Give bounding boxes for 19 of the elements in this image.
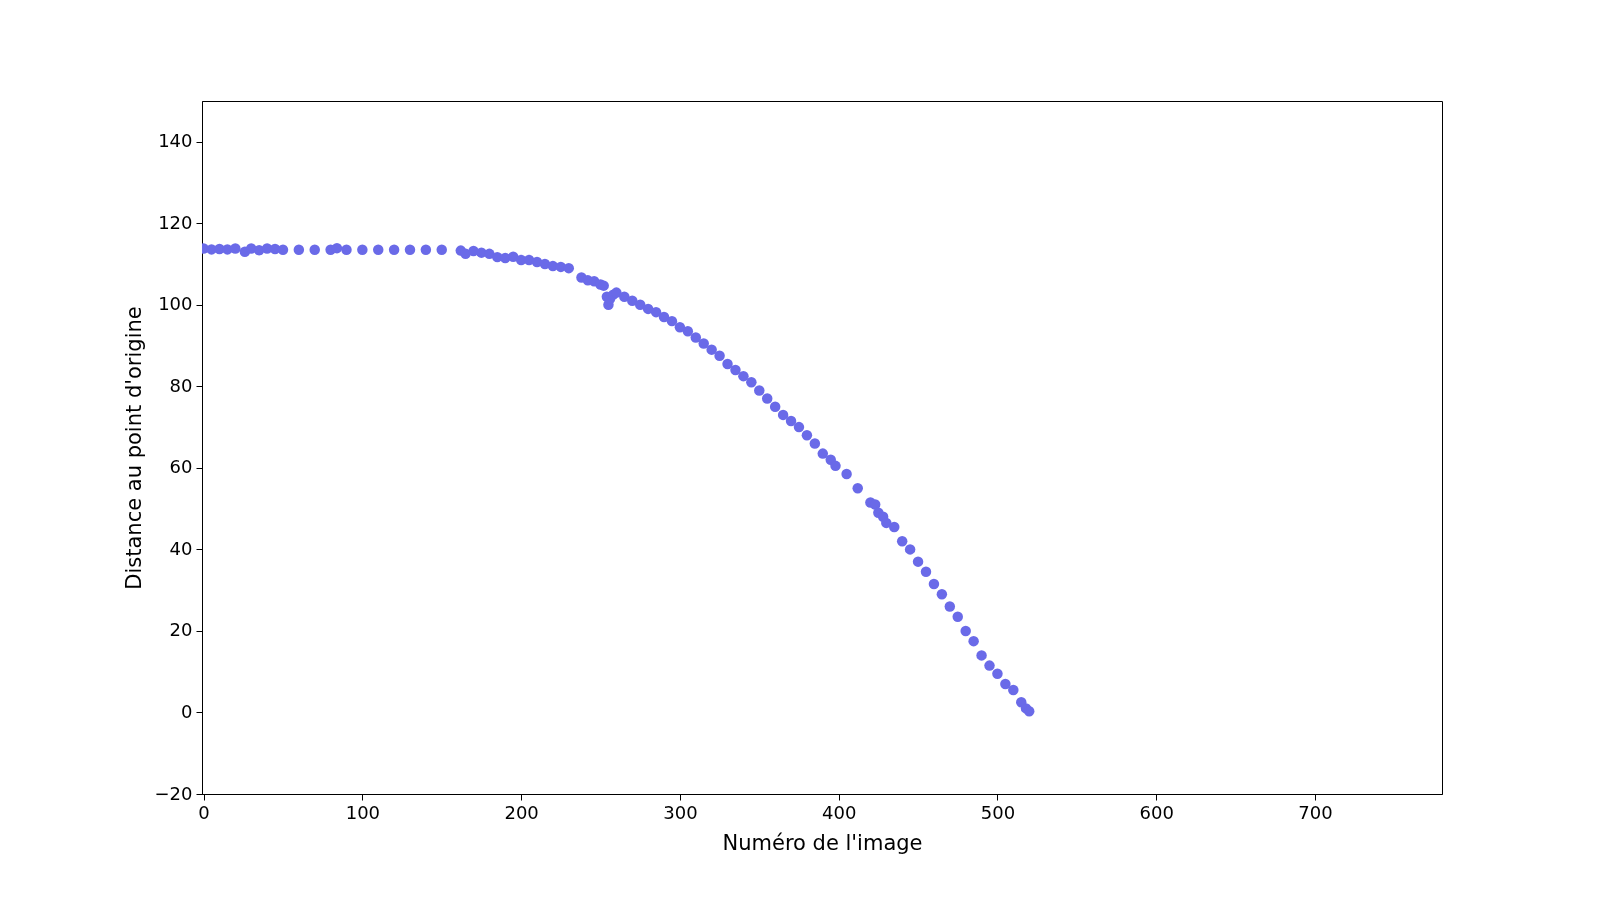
x-tick-label: 200 <box>504 801 539 823</box>
x-tick-label: 0 <box>198 801 210 823</box>
y-tick-label: 60 <box>169 456 193 478</box>
y-tick-label: 120 <box>158 211 193 233</box>
y-tick-label: 40 <box>169 537 193 559</box>
x-tick-label: 400 <box>821 801 857 823</box>
y-tick-label: −20 <box>154 782 193 804</box>
y-tick-label: 140 <box>158 130 193 152</box>
y-tick-label: 100 <box>158 293 193 315</box>
x-tick-label: 500 <box>980 801 1016 823</box>
x-tick-label: 700 <box>1298 801 1333 823</box>
y-tick-label: 20 <box>169 619 193 641</box>
y-tick-label: 80 <box>169 374 193 396</box>
y-tick-label: 0 <box>181 700 193 722</box>
y-axis-title: Distance au point d'origine <box>121 306 146 590</box>
x-axis-title: Numéro de l'image <box>722 830 923 855</box>
x-tick-label: 100 <box>345 801 381 823</box>
x-tick-label: 300 <box>663 801 698 823</box>
x-tick-label: 600 <box>1139 801 1174 823</box>
